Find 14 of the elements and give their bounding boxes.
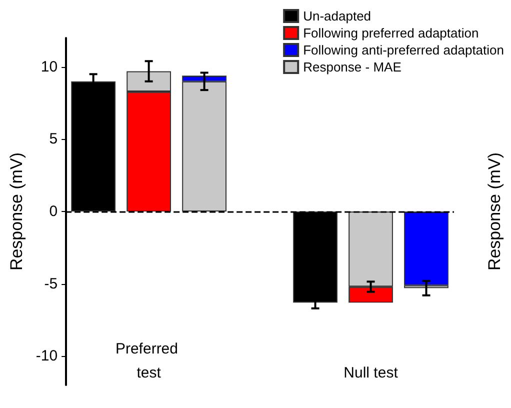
x-tick-label: Preferred test bbox=[115, 340, 182, 382]
legend-label: Following anti-preferred adaptation bbox=[303, 42, 504, 58]
y-tick-label: -5 bbox=[44, 275, 58, 292]
bar bbox=[404, 212, 448, 286]
y2-axis-title: Response (mV) bbox=[7, 152, 26, 271]
x-tick-label: Null test bbox=[344, 364, 399, 382]
y-tick-label: 0 bbox=[49, 203, 58, 220]
y-tick-label: 10 bbox=[40, 58, 58, 76]
legend-label: Un-adapted bbox=[303, 8, 372, 24]
y-tick-label: 5 bbox=[49, 130, 58, 148]
legend-label: Following preferred adaptation bbox=[303, 26, 479, 40]
legend-label: Response - MAE bbox=[303, 60, 402, 74]
y-axis-title: Response (mV) bbox=[485, 152, 504, 271]
y-tick-label: -10 bbox=[36, 348, 58, 365]
